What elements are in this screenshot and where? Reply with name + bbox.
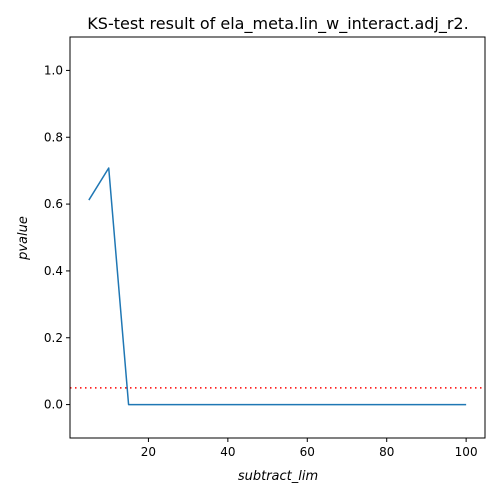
chart-title: KS-test result of ela_meta.lin_w_interac… — [87, 14, 468, 34]
x-tick-label: 60 — [300, 445, 315, 459]
y-tick-label: 0.4 — [44, 264, 63, 278]
y-tick-label: 0.2 — [44, 331, 63, 345]
x-tick-label: 20 — [141, 445, 156, 459]
y-tick-label: 0.6 — [44, 197, 63, 211]
y-tick-label: 0.0 — [44, 398, 63, 412]
x-tick-label: 80 — [379, 445, 394, 459]
y-tick-label: 0.8 — [44, 130, 63, 144]
plot-frame — [69, 36, 486, 439]
plot-area: 20 40 60 80 100 0.0 0.2 0.4 0.6 0.8 1.0 — [44, 63, 485, 459]
y-axis-label: pvalue — [16, 216, 31, 261]
y-tick-label: 1.0 — [44, 63, 63, 77]
pvalue-line — [88, 167, 467, 406]
x-tick-label: 40 — [220, 445, 235, 459]
x-tick-label: 100 — [455, 445, 478, 459]
x-axis-label: subtract_lim — [238, 469, 318, 484]
